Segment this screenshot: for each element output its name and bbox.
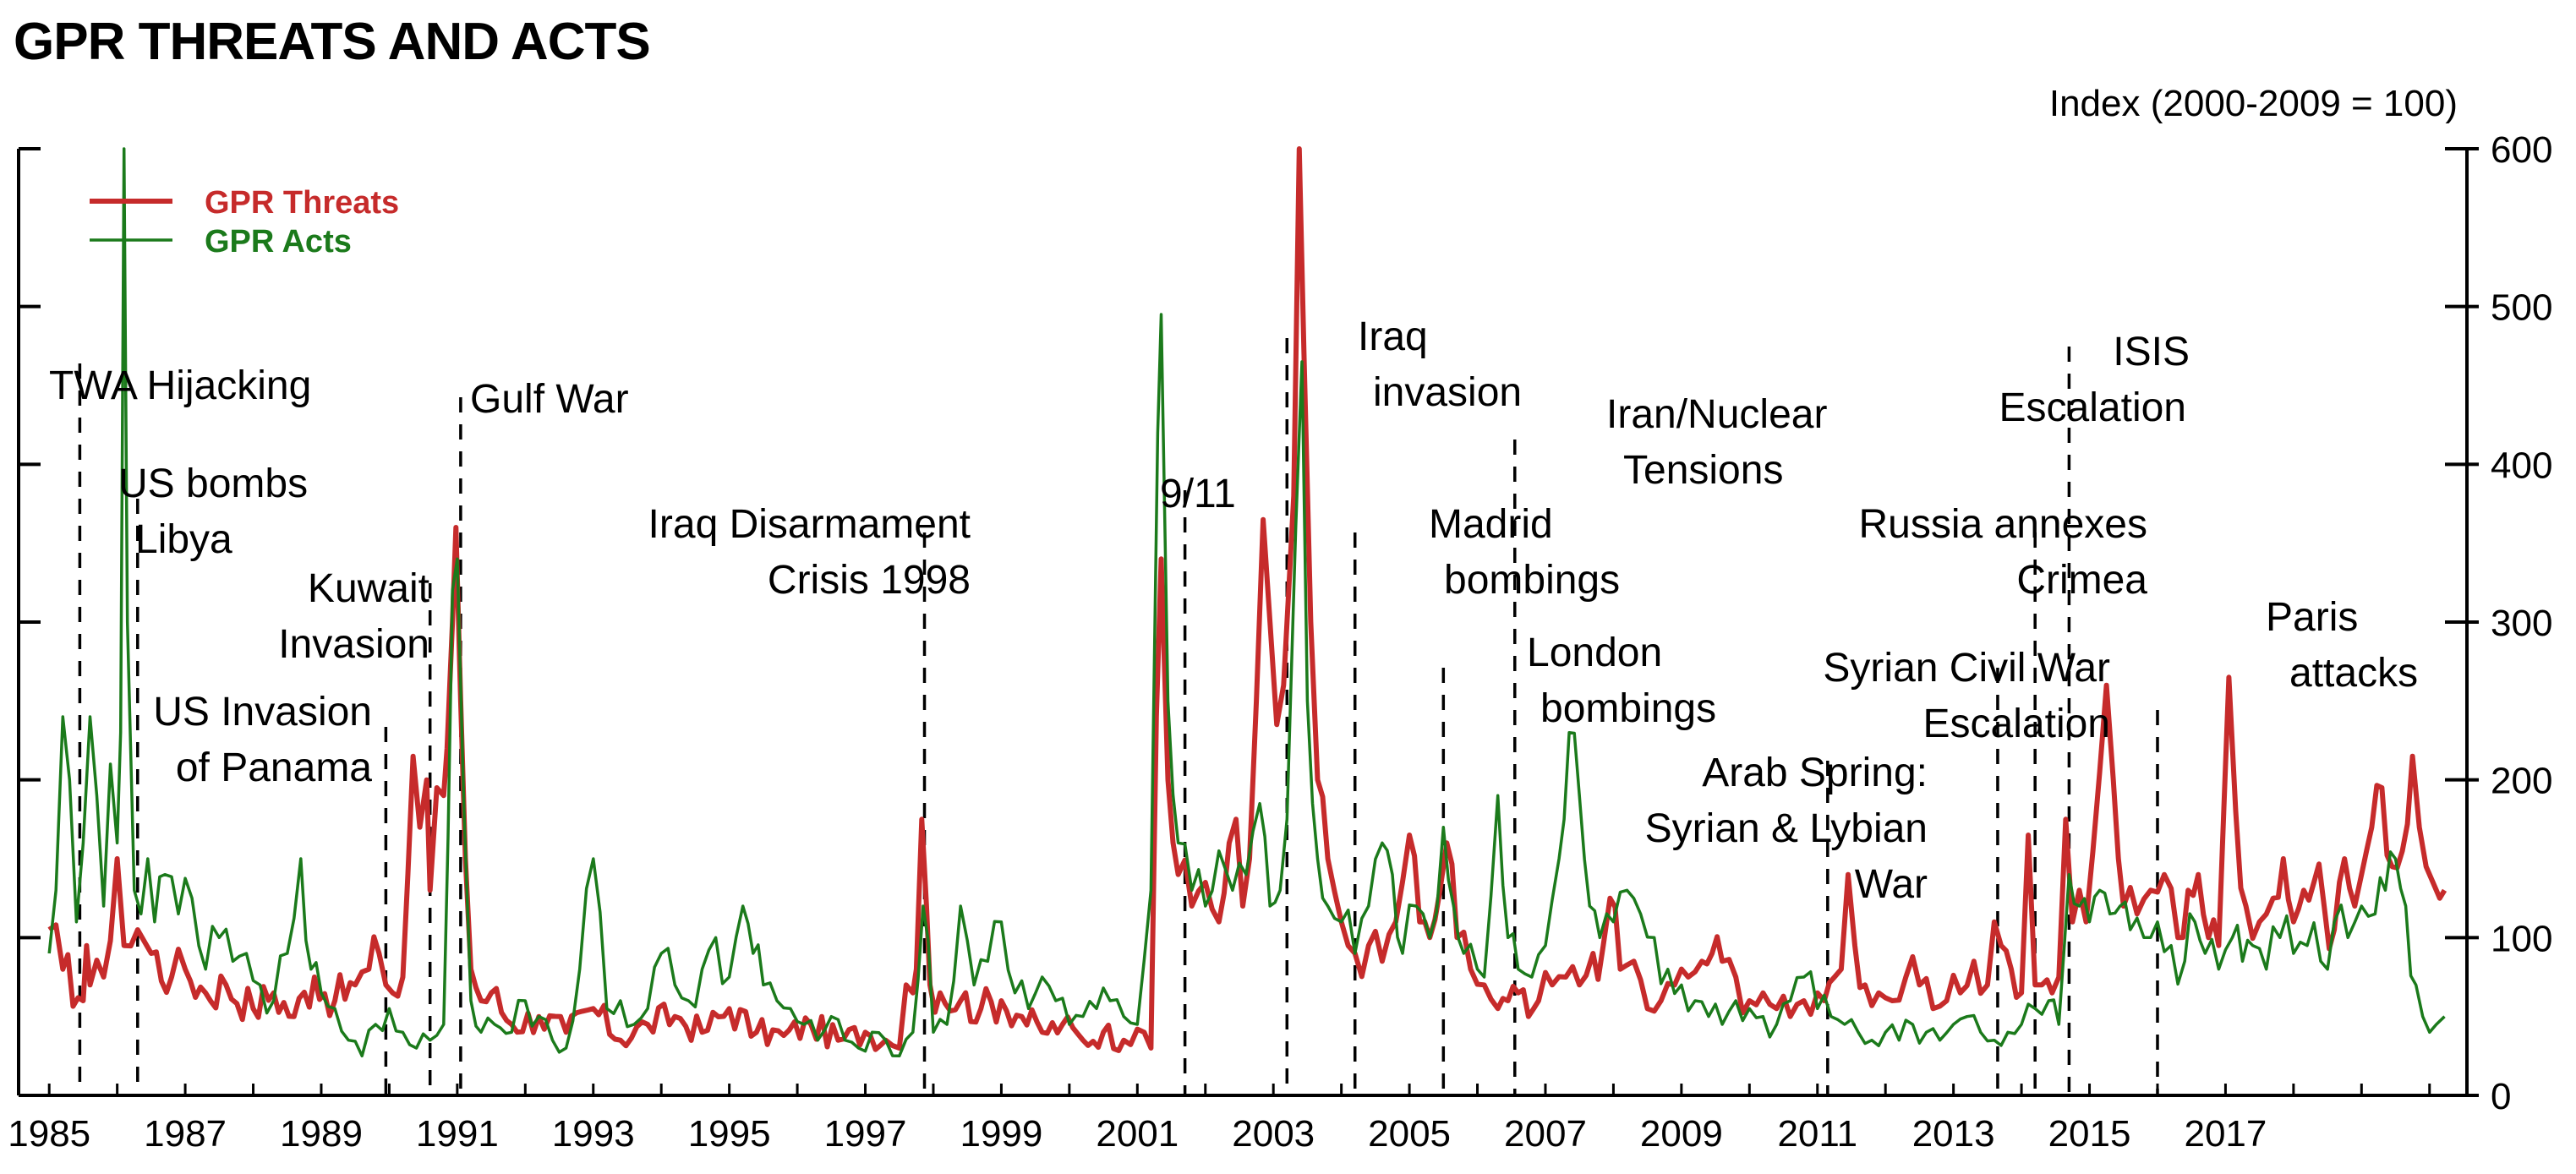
event-label: Iran/Nuclear	[1606, 392, 1827, 437]
event-label: Madrid	[1429, 502, 1553, 547]
event-label: Iraq Disarmament	[648, 502, 971, 547]
event-label: Invasion	[278, 622, 429, 667]
event-label: Libya	[135, 517, 232, 562]
event-label: TWA Hijacking	[49, 363, 311, 408]
x-tick-label: 1999	[960, 1113, 1042, 1155]
y-axis-unit-label: Index (2000-2009 = 100)	[2048, 83, 2458, 124]
event-label: ISIS	[2113, 330, 2190, 374]
x-tick-label: 2015	[2048, 1113, 2131, 1155]
event-label: London	[1527, 631, 1662, 675]
y-tick-label: 0	[2491, 1076, 2511, 1117]
event-label: invasion	[1373, 370, 1522, 415]
x-tick-label: 2003	[1232, 1113, 1315, 1155]
x-tick-label: 2007	[1504, 1113, 1587, 1155]
x-tick-label: 2013	[1912, 1113, 1995, 1155]
y-tick-label: 600	[2491, 129, 2552, 171]
event-label: Crimea	[2016, 558, 2147, 603]
x-tick-label: 1997	[824, 1113, 907, 1155]
event-label: Russia annexes	[1858, 502, 2147, 547]
event-label: War	[1855, 862, 1928, 907]
event-label: 9/11	[1160, 472, 1236, 516]
y-tick-label: 500	[2491, 287, 2552, 329]
event-label: Arab Spring:	[1702, 751, 1928, 795]
event-label: Escalation	[1923, 702, 2110, 746]
legend-label-gpr-threats: GPR Threats	[205, 185, 399, 221]
event-label: Paris	[2266, 595, 2358, 640]
y-tick-label: 200	[2491, 761, 2552, 802]
chart-title: GPR THREATS AND ACTS	[14, 13, 651, 71]
x-tick-label: 1993	[552, 1113, 635, 1155]
x-tick-label: 2009	[1640, 1113, 1723, 1155]
series-line-gpr-acts	[47, 147, 2446, 1058]
x-tick-label: 1989	[280, 1113, 363, 1155]
y-tick-label: 400	[2491, 445, 2552, 486]
y-tick-label: 300	[2491, 603, 2552, 644]
event-label: bombings	[1444, 558, 1620, 603]
event-label: Iraq	[1358, 314, 1428, 359]
event-label: Escalation	[1999, 385, 2186, 430]
x-tick-label: 2017	[2184, 1113, 2267, 1155]
event-label: Kuwait	[308, 566, 429, 611]
event-label: US bombs	[118, 461, 308, 506]
event-label: Gulf War	[470, 377, 629, 422]
x-tick-label: 2001	[1096, 1113, 1179, 1155]
x-tick-label: 2011	[1777, 1113, 1857, 1155]
x-tick-label: 1987	[144, 1113, 227, 1155]
event-label: bombings	[1540, 686, 1716, 731]
x-tick-label: 2005	[1368, 1113, 1451, 1155]
x-tick-label: 1991	[416, 1113, 499, 1155]
legend-label-gpr-acts: GPR Acts	[205, 224, 352, 259]
event-label: US Invasion	[153, 690, 372, 734]
x-tick-label: 1985	[8, 1113, 90, 1155]
x-tick-label: 1995	[688, 1113, 771, 1155]
event-label: Syrian Civil War	[1823, 646, 2110, 691]
event-label: of Panama	[176, 745, 372, 790]
event-label: Crisis 1998	[768, 558, 971, 603]
event-label: Tensions	[1623, 448, 1783, 493]
event-label: attacks	[2289, 651, 2418, 696]
y-tick-label: 100	[2491, 918, 2552, 959]
series-line-gpr-threats	[47, 146, 2447, 1053]
event-label: Syrian & Lybian	[1645, 806, 1928, 851]
